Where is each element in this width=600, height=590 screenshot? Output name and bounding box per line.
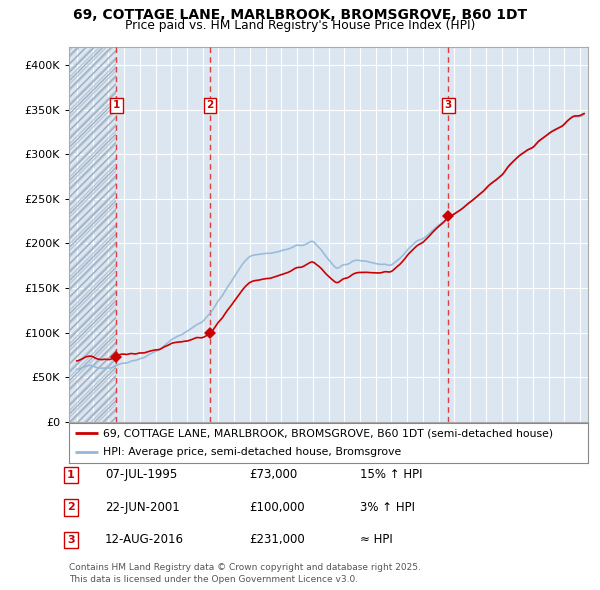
Text: £231,000: £231,000	[249, 533, 305, 546]
Text: 3% ↑ HPI: 3% ↑ HPI	[360, 501, 415, 514]
Text: 69, COTTAGE LANE, MARLBROOK, BROMSGROVE, B60 1DT (semi-detached house): 69, COTTAGE LANE, MARLBROOK, BROMSGROVE,…	[103, 428, 553, 438]
Text: 1: 1	[113, 100, 120, 110]
Text: Contains HM Land Registry data © Crown copyright and database right 2025.
This d: Contains HM Land Registry data © Crown c…	[69, 563, 421, 584]
Text: 3: 3	[67, 535, 74, 545]
Text: Price paid vs. HM Land Registry's House Price Index (HPI): Price paid vs. HM Land Registry's House …	[125, 19, 475, 32]
Text: £73,000: £73,000	[249, 468, 297, 481]
Text: 07-JUL-1995: 07-JUL-1995	[105, 468, 177, 481]
Text: £100,000: £100,000	[249, 501, 305, 514]
Text: 12-AUG-2016: 12-AUG-2016	[105, 533, 184, 546]
Text: 2: 2	[67, 503, 74, 512]
Text: 69, COTTAGE LANE, MARLBROOK, BROMSGROVE, B60 1DT: 69, COTTAGE LANE, MARLBROOK, BROMSGROVE,…	[73, 8, 527, 22]
Text: ≈ HPI: ≈ HPI	[360, 533, 393, 546]
Text: 15% ↑ HPI: 15% ↑ HPI	[360, 468, 422, 481]
Text: 2: 2	[206, 100, 214, 110]
Text: HPI: Average price, semi-detached house, Bromsgrove: HPI: Average price, semi-detached house,…	[103, 447, 401, 457]
Text: 3: 3	[445, 100, 452, 110]
Bar	[69, 47, 116, 422]
Text: 1: 1	[67, 470, 74, 480]
Text: 22-JUN-2001: 22-JUN-2001	[105, 501, 180, 514]
